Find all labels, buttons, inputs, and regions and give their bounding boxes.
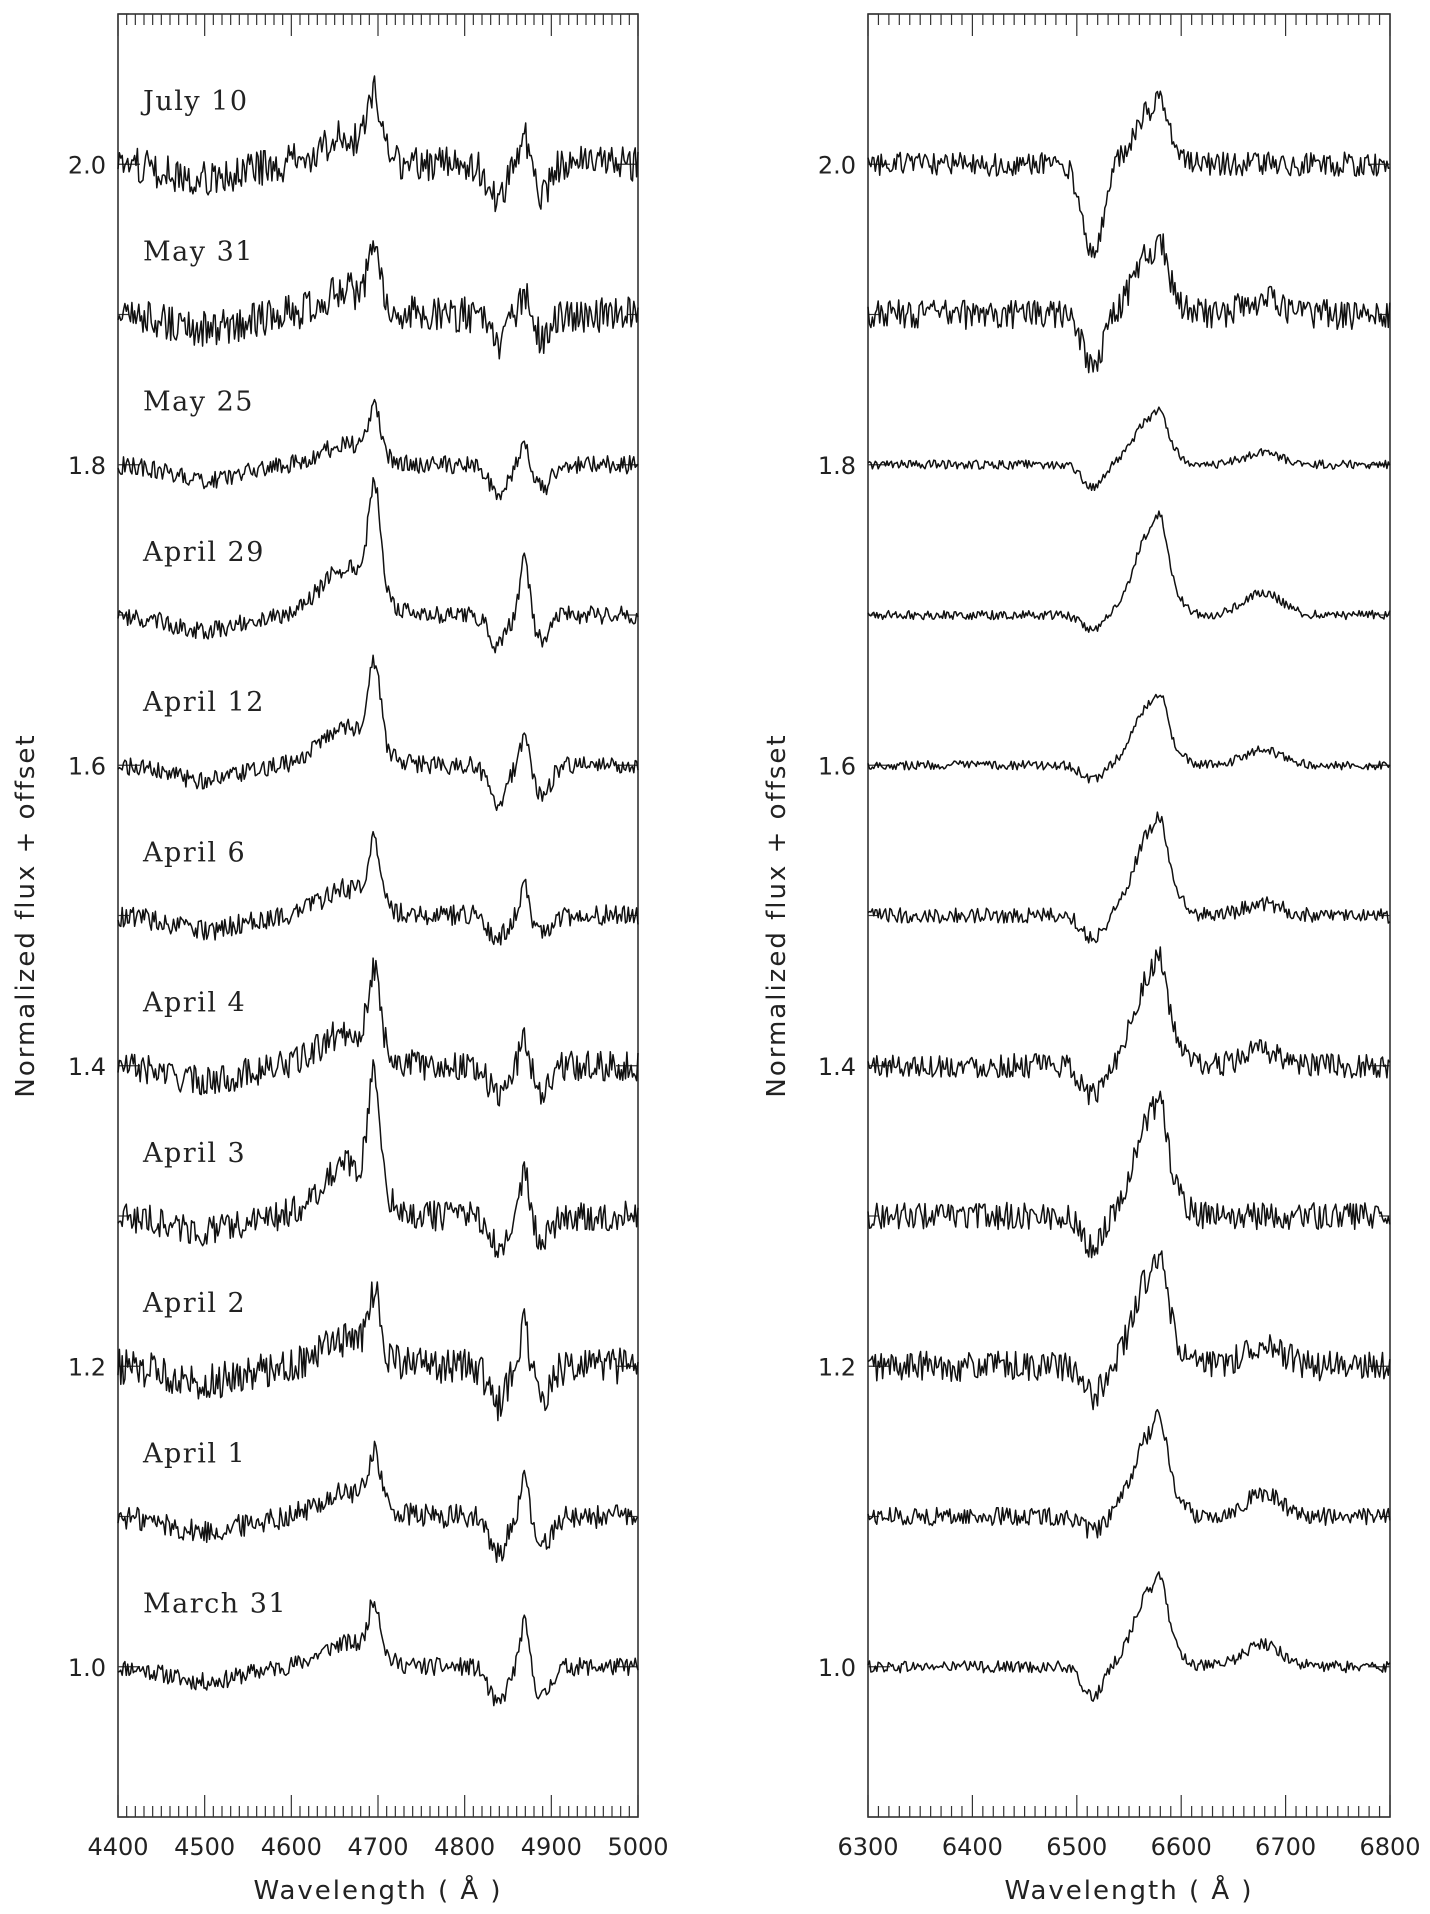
series-date-label: April 3 — [142, 1138, 246, 1169]
spectrum-line — [117, 398, 639, 501]
spectrum-line — [117, 1440, 639, 1563]
series-date-label: April 1 — [142, 1438, 246, 1469]
x-tick-label: 4900 — [521, 1833, 582, 1861]
spectrum-line — [867, 233, 1391, 374]
left-panel: 4400 4500 4600 4700 4800 4900 5000 1.0 1.2 1.4 1.6… — [11, 13, 669, 1906]
x-tick-label: 4700 — [347, 1833, 408, 1861]
x-tick-label: 6800 — [1359, 1833, 1420, 1861]
series-date-label: July 10 — [140, 86, 249, 117]
spectrum-line — [117, 957, 639, 1107]
spectrum-line — [867, 693, 1391, 784]
x-tick-label: 6700 — [1255, 1833, 1316, 1861]
y-tick-label: 1.4 — [68, 1053, 106, 1081]
y-tick-label: 1.2 — [818, 1353, 856, 1381]
spectrum-line — [117, 830, 639, 946]
series-date-label: April 29 — [142, 537, 265, 568]
y-tick-label: 2.0 — [68, 151, 106, 179]
spectrum-line — [867, 1090, 1391, 1259]
spectrum-line — [867, 1571, 1391, 1702]
spectrum-line — [117, 240, 639, 360]
x-tick-label: 6300 — [837, 1833, 898, 1861]
y-tick-label: 1.0 — [68, 1654, 106, 1682]
y-tick-label: 1.4 — [818, 1053, 856, 1081]
series-date-label: April 2 — [142, 1288, 246, 1319]
y-tick-label: 1.8 — [68, 452, 106, 480]
spectrum-line — [117, 1599, 639, 1707]
right-panel: 6300 6400 6500 6600 6700 6800 1.0 1.2 1.4 1.6 1.8 2… — [762, 13, 1421, 1906]
series-date-label: March 31 — [143, 1589, 287, 1620]
x-tick-label: 6600 — [1151, 1833, 1212, 1861]
spectrum-line — [117, 75, 639, 213]
x-axis-title: Wavelength ( Å ) — [1004, 1874, 1253, 1906]
spectrum-line — [867, 406, 1391, 492]
y-tick-label: 1.6 — [818, 752, 856, 780]
x-tick-label: 4400 — [87, 1833, 148, 1861]
spectrum-line — [117, 1281, 639, 1422]
series-date-label: April 12 — [142, 687, 265, 718]
spectrum-line — [117, 476, 639, 654]
y-axis-title: Normalized flux + offset — [11, 733, 41, 1097]
x-tick-label: 6500 — [1046, 1833, 1107, 1861]
y-tick-label: 1.6 — [68, 752, 106, 780]
x-tick-label: 4600 — [261, 1833, 322, 1861]
spectrum-line — [867, 811, 1391, 944]
x-tick-label: 4500 — [174, 1833, 235, 1861]
spectrum-line — [867, 946, 1391, 1106]
x-tick-label: 4800 — [434, 1833, 495, 1861]
series-date-label: May 31 — [143, 236, 254, 267]
series-date-label: May 25 — [143, 387, 254, 418]
x-tick-label: 5000 — [607, 1833, 668, 1861]
spectrum-line — [117, 654, 639, 812]
y-tick-label: 1.2 — [68, 1353, 106, 1381]
x-tick-label: 6400 — [942, 1833, 1003, 1861]
y-tick-label: 1.0 — [818, 1654, 856, 1682]
spectrum-line — [867, 510, 1391, 633]
series-date-label: April 4 — [142, 988, 246, 1019]
spectrum-line — [867, 1408, 1391, 1539]
y-tick-label: 2.0 — [818, 151, 856, 179]
y-axis-title: Normalized flux + offset — [762, 733, 792, 1097]
spectrum-line — [867, 90, 1390, 259]
spectrum-line — [867, 1250, 1391, 1411]
x-axis-title: Wavelength ( Å ) — [253, 1874, 502, 1906]
y-tick-label: 1.8 — [818, 452, 856, 480]
series-date-label: April 6 — [142, 837, 246, 868]
spectrum-line — [117, 1059, 639, 1259]
